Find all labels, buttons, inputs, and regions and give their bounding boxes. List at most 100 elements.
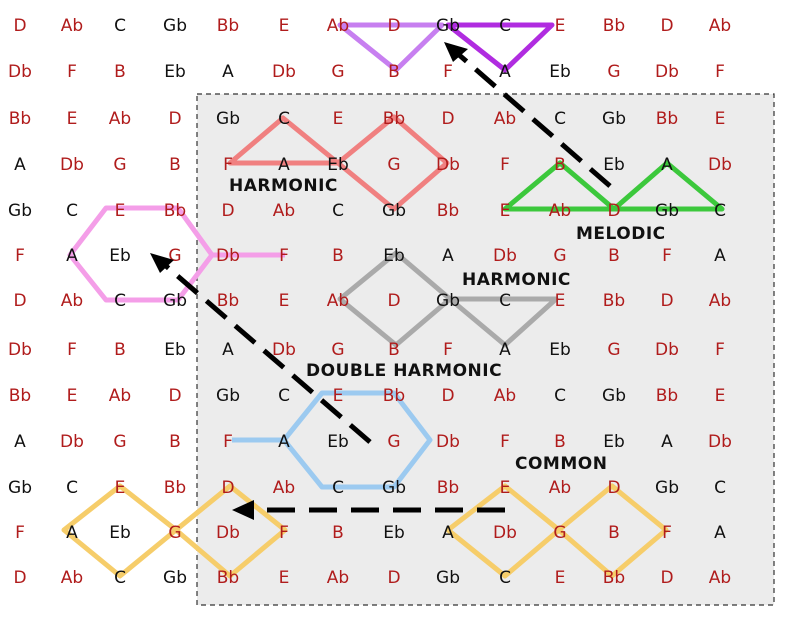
note-cell: G bbox=[113, 432, 126, 452]
note-cell: F bbox=[500, 432, 510, 452]
note-cell: Bb bbox=[603, 16, 625, 36]
note-cell: D bbox=[660, 16, 673, 36]
note-cell: Gb bbox=[655, 201, 679, 221]
note-cell: G bbox=[607, 62, 620, 82]
note-cell: C bbox=[114, 568, 126, 588]
note-cell: G bbox=[113, 155, 126, 175]
note-cell: Gb bbox=[436, 291, 460, 311]
note-cell: C bbox=[278, 109, 290, 129]
highlight-region bbox=[196, 93, 775, 606]
note-cell: Bb bbox=[217, 16, 239, 36]
note-cell: A bbox=[714, 246, 726, 266]
note-cell: F bbox=[279, 246, 289, 266]
note-cell: C bbox=[499, 568, 511, 588]
note-cell: B bbox=[169, 432, 181, 452]
note-cell: C bbox=[554, 386, 566, 406]
note-cell: Eb bbox=[603, 432, 625, 452]
note-cell: Eb bbox=[109, 246, 131, 266]
note-cell: Ab bbox=[494, 386, 516, 406]
note-cell: A bbox=[66, 246, 78, 266]
label-melodic: MELODIC bbox=[576, 224, 666, 244]
red-triangle bbox=[227, 115, 341, 166]
note-cell: F bbox=[443, 62, 453, 82]
arrowhead-common bbox=[232, 500, 254, 520]
note-cell: F bbox=[500, 155, 510, 175]
note-cell: Db bbox=[216, 523, 240, 543]
note-cell: Bb bbox=[437, 201, 459, 221]
note-cell: Db bbox=[436, 432, 460, 452]
note-cell: Db bbox=[216, 246, 240, 266]
note-cell: B bbox=[388, 62, 400, 82]
note-cell: Db bbox=[8, 340, 32, 360]
note-cell: Db bbox=[493, 523, 517, 543]
note-cell: Eb bbox=[327, 432, 349, 452]
note-cell: A bbox=[278, 155, 290, 175]
note-cell: D bbox=[387, 568, 400, 588]
note-cell: Bb bbox=[217, 568, 239, 588]
note-cell: Ab bbox=[273, 478, 295, 498]
note-cell: Eb bbox=[109, 523, 131, 543]
note-cell: Gb bbox=[382, 478, 406, 498]
note-cell: F bbox=[15, 523, 25, 543]
note-cell: Gb bbox=[602, 109, 626, 129]
note-cell: A bbox=[499, 62, 511, 82]
note-cell: C bbox=[714, 201, 726, 221]
note-cell: F bbox=[279, 523, 289, 543]
scale-labels: HARMONIC MELODIC HARMONIC DOUBLE HARMONI… bbox=[229, 176, 666, 474]
note-cell: A bbox=[222, 62, 234, 82]
note-cell: Bb bbox=[656, 386, 678, 406]
note-cell: Ab bbox=[327, 16, 349, 36]
note-cell: Ab bbox=[109, 109, 131, 129]
note-cell: Ab bbox=[709, 16, 731, 36]
note-cell: A bbox=[661, 432, 673, 452]
note-cell: D bbox=[221, 478, 234, 498]
note-cell: A bbox=[14, 155, 26, 175]
note-cell: Gb bbox=[163, 291, 187, 311]
note-cell: A bbox=[278, 432, 290, 452]
note-cell: B bbox=[114, 62, 126, 82]
note-cell: Bb bbox=[9, 386, 31, 406]
note-cell: Eb bbox=[164, 340, 186, 360]
yellow-diamond-left-2 bbox=[173, 483, 288, 579]
note-cell: Db bbox=[493, 246, 517, 266]
note-cell: D bbox=[221, 201, 234, 221]
note-cell: Bb bbox=[164, 201, 186, 221]
note-cell: A bbox=[442, 523, 454, 543]
note-cell: Db bbox=[436, 155, 460, 175]
note-cell: C bbox=[114, 16, 126, 36]
note-cell: Gb bbox=[382, 201, 406, 221]
note-cell: Ab bbox=[709, 291, 731, 311]
note-cell: B bbox=[608, 523, 620, 543]
note-cell: E bbox=[279, 16, 290, 36]
note-cell: A bbox=[222, 340, 234, 360]
note-cell: Gb bbox=[216, 386, 240, 406]
note-cell: D bbox=[13, 291, 26, 311]
note-cell: G bbox=[387, 432, 400, 452]
note-cell: Gb bbox=[163, 16, 187, 36]
note-cell: A bbox=[499, 340, 511, 360]
note-cell: F bbox=[223, 432, 233, 452]
note-cell: B bbox=[554, 432, 566, 452]
note-cell: Bb bbox=[603, 568, 625, 588]
note-cell: Ab bbox=[61, 568, 83, 588]
note-cell: Bb bbox=[656, 109, 678, 129]
note-cell: Gb bbox=[655, 478, 679, 498]
note-cell: Gb bbox=[436, 568, 460, 588]
note-cell: C bbox=[278, 386, 290, 406]
note-cell: Db bbox=[272, 340, 296, 360]
note-cell: Ab bbox=[327, 568, 349, 588]
transition-arrows bbox=[150, 42, 612, 520]
note-cell: D bbox=[387, 291, 400, 311]
note-cell: G bbox=[553, 523, 566, 543]
note-cell: B bbox=[554, 155, 566, 175]
yellow-diamond-right-2 bbox=[556, 483, 669, 579]
note-cell: Bb bbox=[217, 291, 239, 311]
note-cell: Gb bbox=[602, 386, 626, 406]
note-cell: B bbox=[114, 340, 126, 360]
note-cell: Ab bbox=[709, 568, 731, 588]
note-cell: Bb bbox=[383, 109, 405, 129]
note-cell: E bbox=[279, 291, 290, 311]
note-cell: Db bbox=[708, 432, 732, 452]
